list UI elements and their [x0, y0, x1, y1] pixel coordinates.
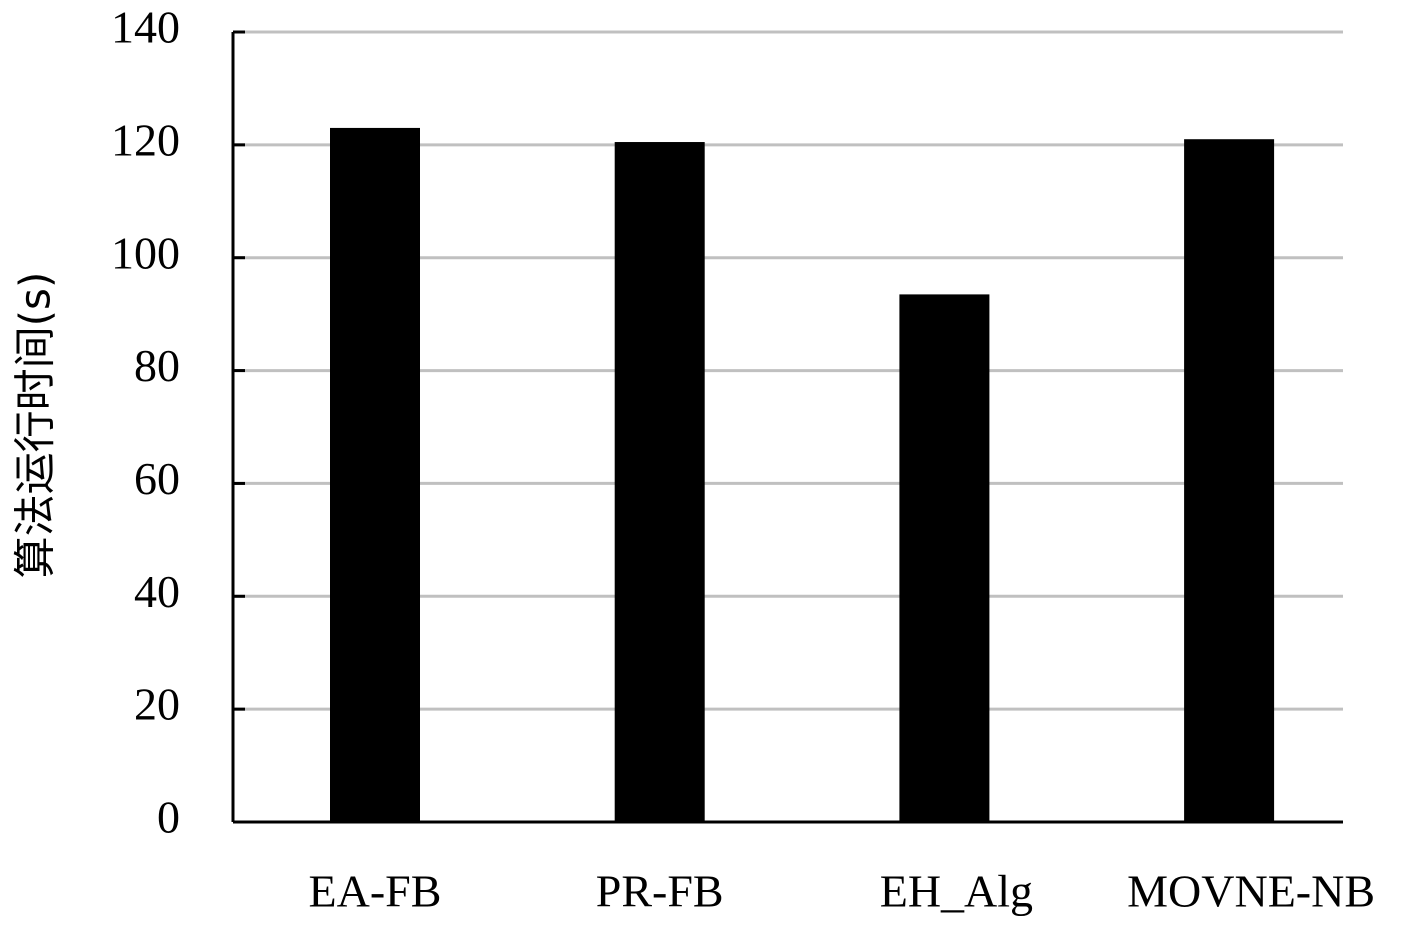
bar — [330, 127, 420, 822]
y-tick-label: 120 — [111, 114, 180, 165]
y-tick-label: 60 — [134, 453, 180, 504]
y-tick-label: 0 — [157, 792, 180, 843]
y-tick-label: 80 — [134, 340, 180, 391]
bar — [614, 142, 705, 823]
y-tick-label: 40 — [134, 566, 180, 617]
y-tick-label: 20 — [134, 679, 180, 730]
x-tick-label: MOVNE-NB — [1127, 866, 1375, 917]
x-tick-label: EA-FB — [309, 866, 442, 917]
x-tick-label: EH_Alg — [880, 866, 1033, 917]
x-tick-label: PR-FB — [596, 866, 724, 917]
y-tick-label: 140 — [111, 2, 180, 53]
y-tick-label: 100 — [111, 227, 180, 278]
bar — [899, 294, 990, 823]
y-axis-title: 算法运行时间(s) — [11, 272, 60, 579]
bar — [1184, 139, 1275, 822]
